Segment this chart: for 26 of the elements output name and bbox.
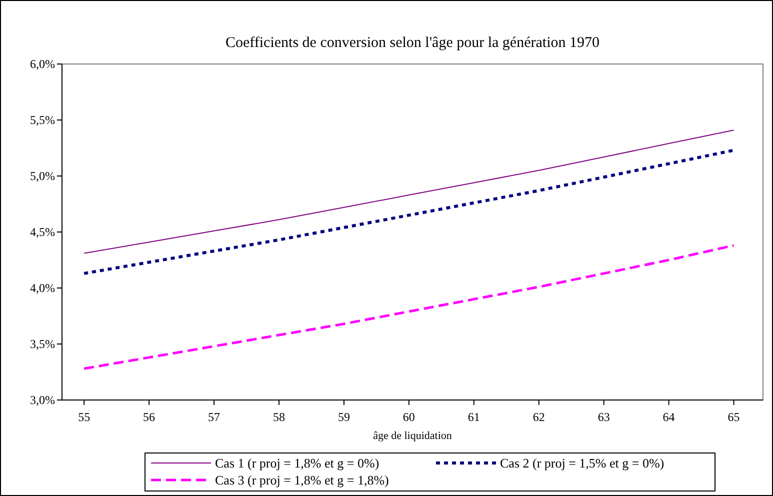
x-tick-label: 65 xyxy=(728,410,740,424)
y-tick-label: 6,0% xyxy=(30,57,55,72)
y-tick-label: 3,5% xyxy=(30,337,55,352)
x-tick-label: 60 xyxy=(402,410,415,424)
line-series xyxy=(84,130,734,254)
x-tick-label: 64 xyxy=(662,410,675,424)
x-tick-label: 63 xyxy=(598,410,610,424)
y-tick-label: 5,5% xyxy=(30,113,55,128)
y-tick-label: 3,0% xyxy=(30,393,55,408)
y-tick-label: 4,5% xyxy=(30,225,55,240)
legend-label: Cas 2 (r proj = 1,5% et g = 0%) xyxy=(500,456,664,471)
x-tick-label: 57 xyxy=(208,410,220,424)
x-tick-label: 59 xyxy=(338,410,350,424)
legend-label: Cas 1 (r proj = 1,8% et g = 0%) xyxy=(215,456,380,471)
x-tick-label: 58 xyxy=(272,410,285,424)
line-series xyxy=(82,244,736,370)
x-axis-title: âge de liquidation xyxy=(373,430,452,442)
x-tick-label: 56 xyxy=(143,410,156,424)
x-tick-label: 61 xyxy=(468,410,480,424)
x-tick-label: 55 xyxy=(78,410,90,424)
line-series xyxy=(82,148,736,275)
y-tick-label: 4,0% xyxy=(30,281,55,296)
x-tick-label: 62 xyxy=(532,410,545,424)
legend-label: Cas 3 (r proj = 1,8% et g = 1,8%) xyxy=(215,472,389,488)
chart-title: Coefficients de conversion selon l'âge pour la génération 1970 xyxy=(226,35,600,51)
y-tick-label: 5,0% xyxy=(30,169,55,184)
